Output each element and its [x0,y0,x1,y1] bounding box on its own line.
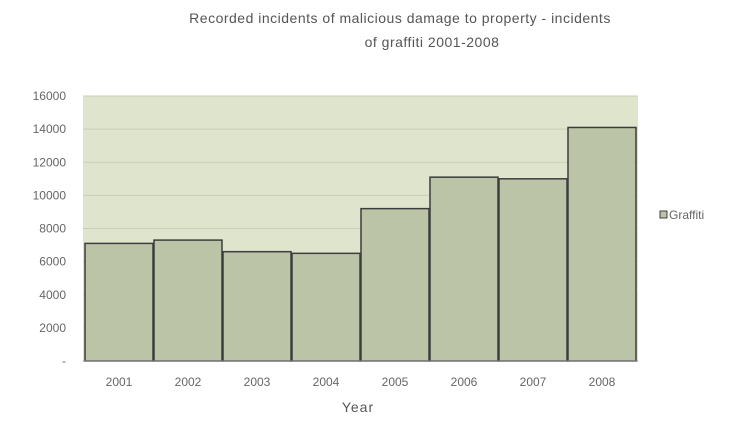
y-tick-label: 14000 [33,122,67,136]
y-tick-label: 16000 [33,89,67,103]
y-tick-label: 8000 [39,222,66,236]
x-tick-label: 2006 [451,375,478,389]
chart-title-line-2: of graffiti 2001-2008 [365,34,500,50]
bar-2004 [291,252,361,362]
legend-label-graffiti: Graffiti [669,208,704,222]
x-tick-label: 2005 [382,375,409,389]
y-tick-label: 6000 [39,255,66,269]
legend-swatch [659,210,668,219]
y-tick-label: 12000 [33,155,67,169]
bar-2003 [222,250,292,362]
x-axis-title: Year [342,399,374,415]
y-tick-label: 4000 [39,288,66,302]
chart-title-line-1: Recorded incidents of malicious damage t… [189,10,611,26]
bar-2006 [429,176,499,362]
x-axis-ticks: 2001 2002 2003 2004 2005 2006 2007 2008 [106,375,616,389]
x-tick-label: 2004 [313,375,340,389]
x-tick-label: 2007 [520,375,547,389]
x-tick-label: 2001 [106,375,133,389]
bar-2008 [567,126,637,362]
bar-2001 [84,242,154,362]
y-tick-label: 10000 [33,188,67,202]
legend: Graffiti [659,208,704,222]
bar-series [83,126,638,362]
y-tick-label: 2000 [39,321,66,335]
x-tick-label: 2002 [175,375,202,389]
y-axis-ticks: - 2000 4000 6000 8000 10000 12000 14000 16000 [33,89,67,368]
x-tick-label: 2008 [589,375,616,389]
bar-2002 [153,239,223,362]
chart-title: Recorded incidents of malicious damage t… [189,10,611,50]
x-tick-label: 2003 [244,375,271,389]
bar-2007 [498,178,568,362]
bar-2005 [360,207,430,362]
y-tick-label: - [62,354,66,368]
